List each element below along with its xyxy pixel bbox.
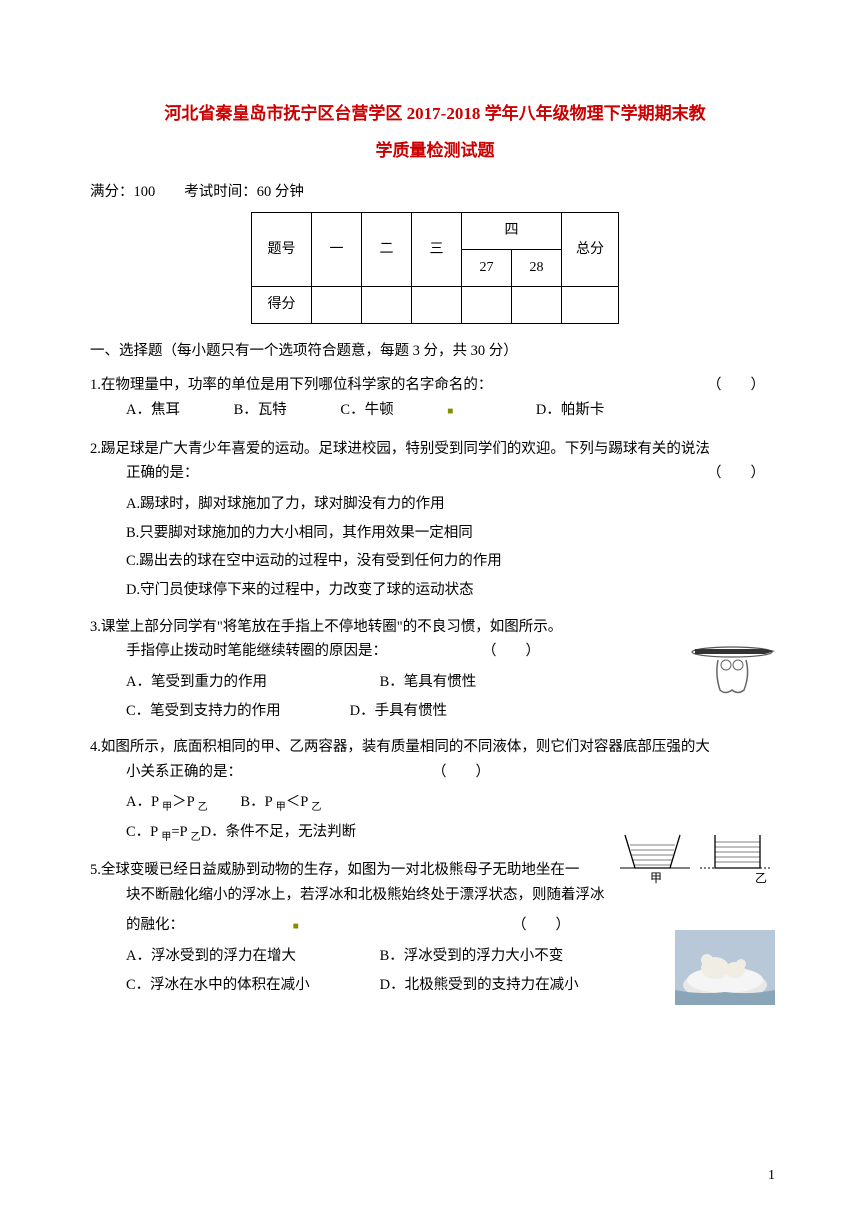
q3-opt-c: C．笔受到支持力的作用 — [126, 699, 346, 724]
pen-spin-figure — [690, 640, 775, 700]
q5-stem2: 块不断融化缩小的浮冰上，若浮冰和北极熊始终处于漂浮状态，则随着浮冰 — [90, 883, 780, 908]
col-28: 28 — [512, 250, 562, 287]
q2-stem1: 2.踢足球是广大青少年喜爱的运动。足球进校园，特别受到同学们的欢迎。下列与踢球有… — [90, 437, 780, 462]
page-number: 1 — [768, 1164, 775, 1188]
col-total: 总分 — [562, 213, 619, 287]
q5-opt-c: C．浮冰在水中的体积在减小 — [126, 973, 376, 998]
svg-text:甲: 甲 — [650, 871, 662, 885]
polar-bear-figure — [675, 930, 775, 1005]
q3-paren: （ ） — [482, 639, 540, 664]
title-line2: 学质量检测试题 — [90, 132, 780, 169]
q2-opt-b: B.只要脚对球施加的力大小相同，其作用效果一定相同 — [90, 521, 780, 546]
score-table: 题号 一 二 三 四 总分 27 28 得分 — [251, 212, 619, 323]
title-line1: 河北省秦皇岛市抚宁区台营学区 2017-2018 学年八年级物理下学期期末教 — [90, 95, 780, 132]
q5-opt-b: B．浮冰受到的浮力大小不变 — [380, 948, 564, 964]
q1-opt-b: B．瓦特 — [234, 398, 287, 423]
q1-opt-a: A．焦耳 — [126, 398, 180, 423]
q4-stem1: 4.如图所示，底面积相同的甲、乙两容器，装有质量相同的不同液体，则它们对容器底部… — [90, 735, 780, 760]
section-1-header: 一、选择题（每小题只有一个选项符合题意，每题 3 分，共 30 分） — [90, 339, 780, 364]
q3-opt-a: A．笔受到重力的作用 — [126, 670, 376, 695]
q2-opt-d: D.守门员使球停下来的过程中，力改变了球的运动状态 — [90, 578, 780, 603]
q1-opt-c: C．牛顿 — [340, 398, 393, 423]
q4-opts-ab: A．P 甲＞P 乙 B．P 甲＜P 乙 — [90, 790, 780, 816]
col-4: 四 — [462, 213, 562, 250]
q5-stem3: 的融化： — [126, 917, 177, 933]
q5-opt-d: D．北极熊受到的支持力在减小 — [380, 977, 579, 993]
q2-paren: （ ） — [707, 461, 765, 486]
q1-opt-d: D．帕斯卡 — [536, 398, 604, 423]
q2-stem2: 正确的是： — [126, 465, 199, 481]
q4-stem2: 小关系正确的是： — [126, 764, 242, 780]
q5-paren: （ ） — [512, 913, 570, 938]
exam-meta: 满分：100 考试时间：60 分钟 — [90, 180, 780, 205]
q1-stem: 1.在物理量中，功率的单位是用下列哪位科学家的名字命名的： — [90, 377, 492, 393]
decor-dot: ■ — [447, 403, 453, 420]
container-figure: 甲 乙 — [620, 830, 770, 885]
q2-opt-a: A.踢球时，脚对球施加了力，球对脚没有力的作用 — [90, 492, 780, 517]
col-1: 一 — [312, 213, 362, 287]
q3-stem1: 3.课堂上部分同学有"将笔放在手指上不停地转圈"的不良习惯，如图所示。 — [90, 615, 780, 640]
col-27: 27 — [462, 250, 512, 287]
col-label: 题号 — [252, 213, 312, 287]
q2-opt-c: C.踢出去的球在空中运动的过程中，没有受到任何力的作用 — [90, 549, 780, 574]
question-1: 1.在物理量中，功率的单位是用下列哪位科学家的名字命名的： （ ） A．焦耳 B．… — [90, 373, 780, 428]
col-3: 三 — [412, 213, 462, 287]
q3-stem2: 手指停止拨动时笔能继续转圈的原因是： — [126, 643, 387, 659]
row-score: 得分 — [252, 287, 312, 324]
q3-opt-d: D．手具有惯性 — [350, 703, 447, 719]
q5-opt-a: A．浮冰受到的浮力在增大 — [126, 944, 376, 969]
q4-paren: （ ） — [432, 760, 490, 785]
question-3: 3.课堂上部分同学有"将笔放在手指上不停地转圈"的不良习惯，如图所示。 手指停止… — [90, 615, 780, 728]
col-2: 二 — [362, 213, 412, 287]
q1-paren: （ ） — [707, 373, 765, 398]
question-2: 2.踢足球是广大青少年喜爱的运动。足球进校园，特别受到同学们的欢迎。下列与踢球有… — [90, 437, 780, 607]
svg-text:乙: 乙 — [755, 871, 767, 885]
q3-opt-b: B．笔具有惯性 — [380, 674, 477, 690]
